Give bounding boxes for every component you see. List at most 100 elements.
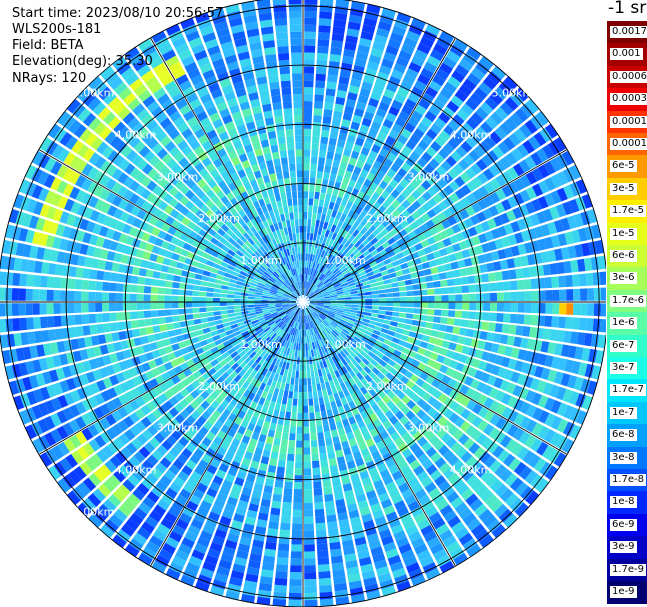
range-bin: [136, 209, 147, 220]
range-bin: [542, 328, 552, 340]
range-bin: [503, 313, 511, 323]
range-bin: [304, 31, 316, 39]
range-bin: [333, 317, 340, 323]
range-bin: [349, 312, 358, 317]
range-bin: [466, 412, 477, 424]
range-bin: [299, 329, 302, 337]
range-bin: [305, 315, 308, 323]
range-bin: [343, 546, 356, 556]
range-bin: [239, 395, 248, 404]
range-bin: [29, 345, 39, 359]
range-bin: [393, 420, 403, 431]
range-bin: [346, 353, 354, 362]
range-bin: [222, 408, 231, 418]
range-bin: [308, 305, 315, 311]
range-bin: [89, 234, 99, 246]
range-bin: [128, 367, 139, 378]
range-bin: [126, 378, 136, 390]
range-bin: [375, 566, 390, 577]
range-bin: [365, 406, 375, 416]
range-bin: [66, 490, 81, 506]
range-bin: [294, 468, 303, 476]
range-bin: [31, 150, 45, 166]
range-bin: [261, 334, 269, 342]
range-bin: [160, 354, 170, 364]
range-bin: [515, 481, 529, 496]
range-bin: [479, 534, 494, 548]
range-bin: [125, 235, 135, 246]
range-bin: [380, 328, 389, 334]
range-bin: [466, 399, 477, 411]
range-bin: [460, 451, 473, 464]
range-bin: [407, 500, 420, 512]
range-bin: [294, 307, 300, 314]
range-bin: [324, 500, 335, 509]
range-bin: [425, 464, 438, 476]
range-bin: [286, 348, 291, 356]
range-bin: [487, 322, 496, 332]
range-bin: [193, 318, 202, 325]
range-bin: [237, 377, 246, 386]
range-bin: [570, 331, 579, 345]
range-bin: [304, 551, 316, 559]
range-bin: [107, 494, 122, 508]
range-bin: [325, 317, 332, 323]
range-bin: [254, 299, 262, 302]
range-bin: [289, 297, 297, 300]
range-bin: [204, 265, 213, 272]
range-bin: [309, 184, 315, 192]
range-bin: [294, 314, 298, 322]
range-bin: [90, 258, 100, 269]
range-bin: [367, 323, 376, 329]
range-bin: [465, 455, 478, 468]
range-bin: [282, 315, 289, 322]
range-bin: [235, 550, 249, 560]
range-bin: [144, 318, 153, 327]
range-bin: [118, 198, 129, 210]
range-bin: [304, 45, 316, 53]
range-bin: [118, 263, 127, 274]
range-bin: [333, 442, 342, 452]
range-bin: [177, 223, 187, 233]
range-bin: [366, 533, 380, 543]
range-bin: [160, 517, 174, 530]
range-bin: [304, 565, 316, 573]
range-bin: [136, 294, 144, 302]
range-bin: [336, 311, 344, 315]
range-bin: [154, 357, 164, 367]
range-bin: [164, 309, 172, 316]
range-bin: [316, 316, 323, 323]
range-bin: [250, 317, 258, 322]
range-bin: [325, 344, 331, 352]
range-bin: [88, 395, 99, 409]
range-bin: [324, 102, 334, 111]
range-bin: [288, 0, 302, 5]
range-bin: [128, 538, 144, 552]
range-bin: [255, 310, 263, 315]
range-bin: [523, 314, 532, 325]
range-bin: [53, 303, 61, 314]
range-bin: [247, 559, 261, 569]
range-bin: [353, 336, 361, 343]
range-bin: [273, 283, 280, 289]
range-bin: [370, 359, 379, 367]
range-bin: [185, 308, 193, 314]
range-bin: [327, 74, 338, 83]
range-bin: [361, 336, 369, 344]
range-bin: [282, 302, 290, 305]
range-bin: [164, 288, 172, 295]
range-bin: [322, 360, 328, 368]
range-bin: [70, 254, 80, 266]
range-bin: [214, 315, 222, 321]
range-bin: [503, 453, 516, 467]
range-bin: [306, 370, 311, 379]
range-bin: [281, 375, 287, 384]
range-bin: [82, 325, 91, 336]
range-bin: [304, 308, 306, 316]
range-bin: [276, 307, 284, 311]
range-bin: [335, 420, 344, 430]
range-bin: [210, 330, 219, 337]
range-bin: [196, 329, 204, 336]
range-bin: [413, 465, 425, 476]
range-bin: [102, 479, 116, 493]
